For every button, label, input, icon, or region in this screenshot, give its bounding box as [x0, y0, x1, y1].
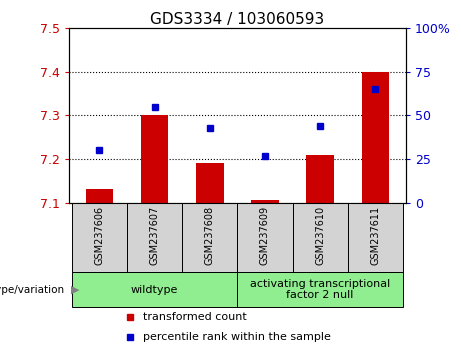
Text: transformed count: transformed count	[143, 312, 247, 322]
Bar	[141, 115, 168, 202]
Bar	[237, 202, 293, 272]
Bar	[237, 272, 403, 307]
Bar	[348, 202, 403, 272]
Bar	[127, 202, 182, 272]
Text: activating transcriptional
factor 2 null: activating transcriptional factor 2 null	[250, 279, 390, 301]
Bar	[72, 272, 237, 307]
Text: GSM237606: GSM237606	[95, 206, 105, 265]
Bar	[86, 189, 113, 202]
Bar	[196, 163, 224, 202]
Text: GSM237608: GSM237608	[205, 206, 215, 265]
Bar	[251, 200, 279, 202]
Text: percentile rank within the sample: percentile rank within the sample	[143, 332, 331, 342]
Bar	[293, 202, 348, 272]
Text: wildtype: wildtype	[131, 285, 178, 295]
Title: GDS3334 / 103060593: GDS3334 / 103060593	[150, 12, 325, 27]
Text: ▶: ▶	[71, 285, 80, 295]
Bar	[72, 202, 127, 272]
Text: GSM237611: GSM237611	[370, 206, 380, 265]
Text: GSM237610: GSM237610	[315, 206, 325, 265]
Text: genotype/variation: genotype/variation	[0, 285, 65, 295]
Bar	[182, 202, 237, 272]
Text: GSM237609: GSM237609	[260, 206, 270, 265]
Bar	[307, 155, 334, 202]
Bar	[361, 72, 389, 202]
Text: GSM237607: GSM237607	[150, 206, 160, 265]
